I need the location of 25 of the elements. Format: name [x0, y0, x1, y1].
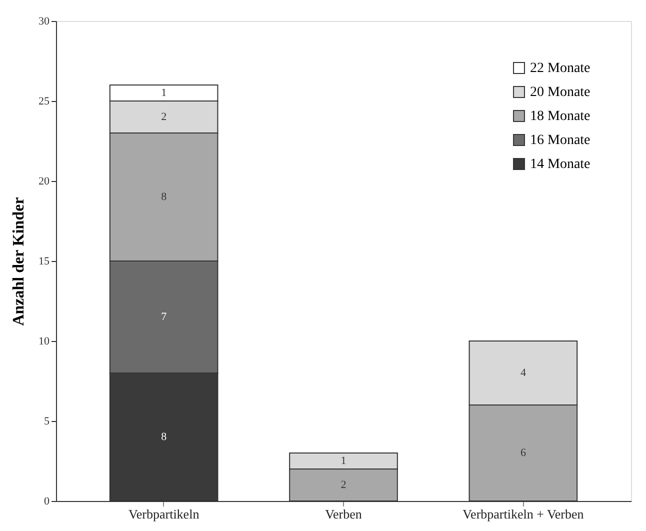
legend-label: 22 Monate: [530, 61, 590, 76]
data-label: 8: [161, 191, 168, 203]
data-label: 2: [161, 111, 167, 123]
x-tick-label: Verben: [325, 506, 362, 522]
data-label: 6: [520, 447, 526, 459]
y-tick-label: 20: [38, 176, 50, 188]
legend-label: 16 Monate: [530, 133, 590, 148]
legend-label: 20 Monate: [530, 85, 590, 100]
y-tick-label: 10: [38, 336, 50, 348]
y-axis-title: Anzahl der Kinder: [10, 197, 28, 326]
y-tick-label: 5: [44, 416, 50, 428]
data-label: 7: [161, 311, 168, 323]
data-label: 8: [161, 431, 168, 443]
legend-label: 18 Monate: [530, 109, 590, 124]
x-tick-label: Verbpartikeln + Verben: [462, 506, 584, 522]
data-label: 1: [340, 455, 346, 467]
y-tick-label: 15: [38, 256, 50, 268]
x-tick-label: Verbpartikeln: [128, 506, 200, 522]
legend-label: 14 Monate: [530, 157, 590, 172]
y-tick-label: 0: [44, 496, 50, 508]
y-tick-label: 25: [38, 96, 50, 108]
data-label: 2: [340, 479, 346, 491]
data-label: 4: [520, 367, 526, 379]
data-label: 1: [161, 87, 167, 99]
y-tick-label: 30: [38, 16, 50, 28]
